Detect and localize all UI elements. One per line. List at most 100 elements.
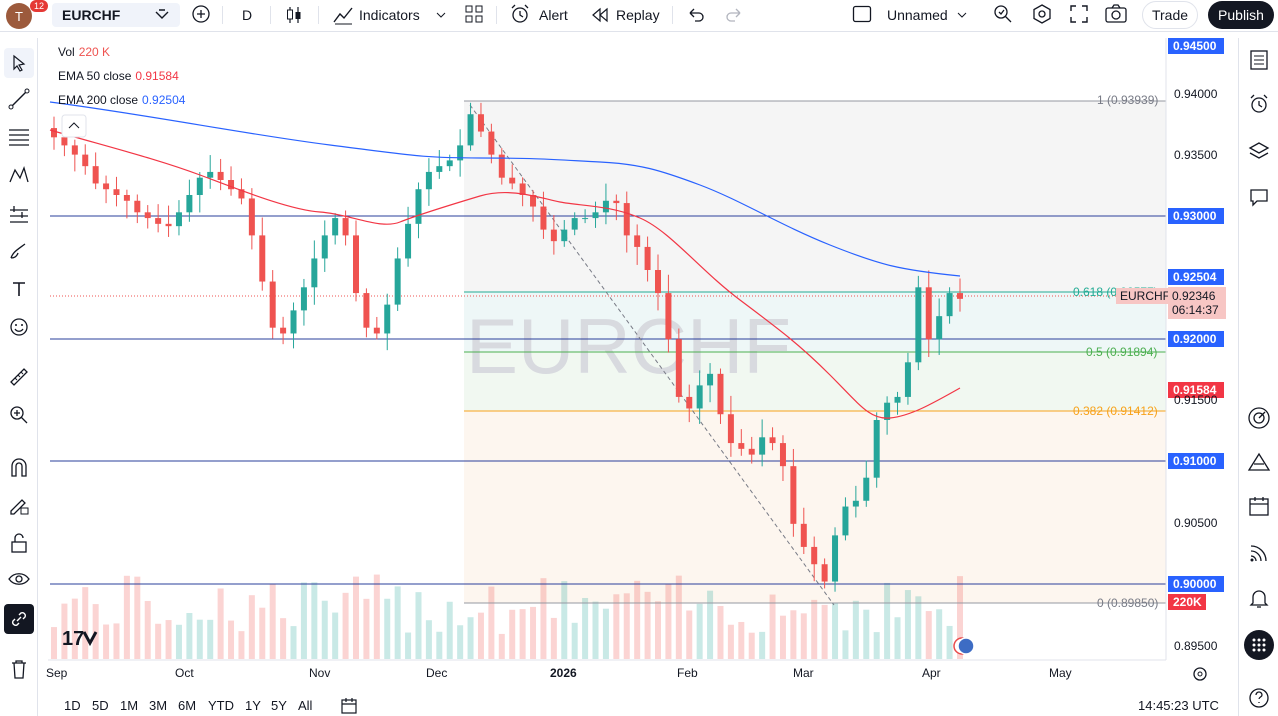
notification-badge: 12: [30, 0, 49, 12]
time-label: Nov: [309, 666, 331, 680]
help-button[interactable]: [1247, 686, 1271, 710]
redo-icon[interactable]: [724, 5, 744, 25]
candle-body: [467, 114, 474, 146]
range-5d[interactable]: 5D: [92, 698, 109, 713]
ema50-line[interactable]: [49, 129, 961, 419]
measure-tool[interactable]: [7, 365, 31, 389]
replay-icon[interactable]: [590, 5, 610, 25]
chevron-down-icon[interactable]: [957, 10, 967, 20]
emoji-tool[interactable]: [7, 315, 31, 339]
event-flag-icon[interactable]: [957, 637, 975, 655]
range-1d[interactable]: 1D: [64, 698, 81, 713]
range-6m[interactable]: 6M: [178, 698, 197, 713]
legend-ema200[interactable]: EMA 200 close 0.92504: [58, 93, 185, 107]
camera-icon[interactable]: [1104, 3, 1128, 25]
delete-tool[interactable]: [7, 657, 31, 681]
volume-bar: [655, 601, 661, 659]
volume-bar: [384, 598, 391, 659]
volume-bar: [592, 601, 599, 659]
fullscreen-icon[interactable]: [1069, 4, 1089, 24]
trendline-tool[interactable]: [7, 87, 31, 111]
range-1y[interactable]: 1Y: [245, 698, 261, 713]
alert-icon[interactable]: [509, 3, 531, 25]
settings-icon[interactable]: [1031, 3, 1053, 25]
text-tool[interactable]: [7, 277, 31, 301]
volume-bar: [186, 612, 193, 659]
hide-tool[interactable]: [7, 567, 31, 591]
brush-tool[interactable]: [7, 239, 31, 263]
notifications-button[interactable]: [1247, 586, 1271, 610]
range-5y[interactable]: 5Y: [271, 698, 287, 713]
volume-bar: [155, 623, 162, 659]
grid-dots-icon: [1252, 638, 1266, 652]
volume-bar: [332, 612, 339, 659]
apps-button[interactable]: [1244, 630, 1274, 660]
interval-button[interactable]: D: [242, 0, 252, 30]
time-axis-settings-icon[interactable]: [1192, 666, 1208, 682]
calendar-button[interactable]: [1247, 494, 1271, 518]
legend-ema50[interactable]: EMA 50 close 0.91584: [58, 69, 179, 83]
object-tree-button[interactable]: [1247, 139, 1271, 163]
volume-bar: [717, 605, 724, 659]
watchlist-button[interactable]: [1247, 48, 1271, 72]
chats-button[interactable]: [1247, 186, 1271, 210]
candle-body: [498, 154, 505, 178]
layout-name[interactable]: Unnamed: [887, 0, 948, 30]
price-tick: 0.94000: [1174, 87, 1218, 101]
symbol-label: EURCHF: [62, 7, 121, 23]
range-all[interactable]: All: [298, 698, 313, 713]
forecasting-tool[interactable]: [7, 201, 31, 225]
range-3m[interactable]: 3M: [149, 698, 168, 713]
cursor-tool[interactable]: [4, 48, 34, 78]
candle-body: [852, 500, 859, 507]
volume-bar: [290, 626, 297, 659]
layout-icon[interactable]: [852, 4, 872, 24]
compare-icon[interactable]: [154, 7, 170, 23]
ema50-label: EMA 50 close: [58, 69, 132, 83]
candles-icon[interactable]: [284, 5, 304, 25]
candle-body: [92, 166, 99, 184]
trend-dashed-line[interactable]: [469, 104, 835, 606]
replay-button[interactable]: Replay: [616, 0, 660, 30]
symbol-search[interactable]: EURCHF: [52, 3, 180, 27]
alert-button[interactable]: Alert: [539, 0, 568, 30]
volume-bar: [207, 619, 214, 659]
pattern-tool[interactable]: [7, 163, 31, 187]
quick-search-icon[interactable]: [992, 3, 1014, 25]
target-button[interactable]: [1247, 406, 1271, 430]
trade-button[interactable]: Trade: [1142, 1, 1198, 29]
candle-body: [540, 206, 547, 230]
candle-body: [925, 287, 932, 340]
range-ytd[interactable]: YTD: [208, 698, 234, 713]
chevron-down-icon[interactable]: [436, 10, 446, 20]
legend-volume[interactable]: Vol 220 K: [58, 45, 110, 59]
separator: [318, 6, 319, 24]
goto-date-icon[interactable]: [340, 697, 358, 715]
indicators-icon[interactable]: [332, 4, 354, 26]
sync-drawings-tool[interactable]: [4, 604, 34, 634]
add-symbol-icon[interactable]: [191, 4, 211, 24]
range-1m[interactable]: 1M: [120, 698, 139, 713]
utc-clock[interactable]: 14:45:23 UTC: [1138, 698, 1219, 713]
candle-body: [623, 203, 630, 236]
alerts-button[interactable]: [1247, 92, 1271, 116]
user-avatar[interactable]: T 12: [6, 0, 49, 29]
undo-icon[interactable]: [686, 5, 706, 25]
publish-button[interactable]: Publish: [1208, 1, 1274, 29]
last-price-tag: 0.92346 06:14:37: [1168, 287, 1226, 319]
templates-icon[interactable]: [464, 4, 484, 24]
indicators-button[interactable]: Indicators: [359, 0, 420, 30]
ema200-line[interactable]: [49, 101, 961, 277]
magnet-tool[interactable]: [7, 455, 31, 479]
volume-bar: [394, 586, 401, 659]
zoom-tool[interactable]: [7, 403, 31, 427]
ema50-value: 0.91584: [135, 69, 179, 83]
volume-bars: [51, 574, 963, 659]
fib-tool[interactable]: [7, 125, 31, 149]
lock-tool[interactable]: [7, 531, 31, 555]
collapse-legend-button[interactable]: [61, 114, 87, 138]
ideas-button[interactable]: [1247, 450, 1271, 474]
keep-drawing-tool[interactable]: [7, 493, 31, 517]
streams-button[interactable]: [1247, 541, 1271, 565]
